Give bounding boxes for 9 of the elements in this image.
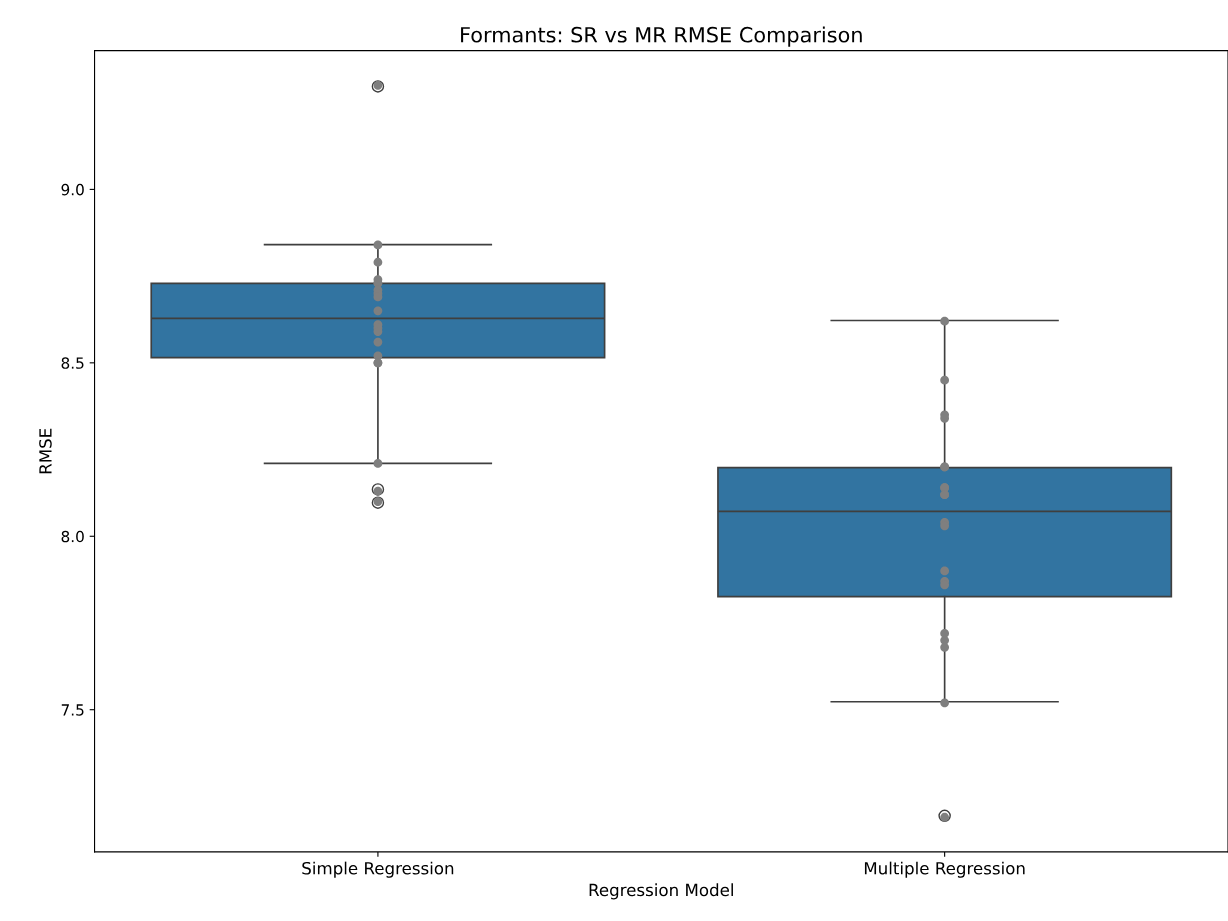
x-axis-title: Regression Model: [589, 883, 733, 900]
y-tick-label: 8.5: [61, 357, 84, 369]
y-tick-label: 8.0: [61, 530, 84, 543]
y-tick-label: 9.0: [61, 183, 84, 196]
chart-title: Formants: SR vs MR RMSE Comparison: [461, 26, 862, 47]
y-tick-label: 7.5: [61, 704, 84, 716]
x-tick-label: Simple Regression: [302, 861, 454, 878]
y-axis-title: RMSE: [39, 428, 52, 474]
x-tick-label: Multiple Regression: [864, 861, 1025, 878]
